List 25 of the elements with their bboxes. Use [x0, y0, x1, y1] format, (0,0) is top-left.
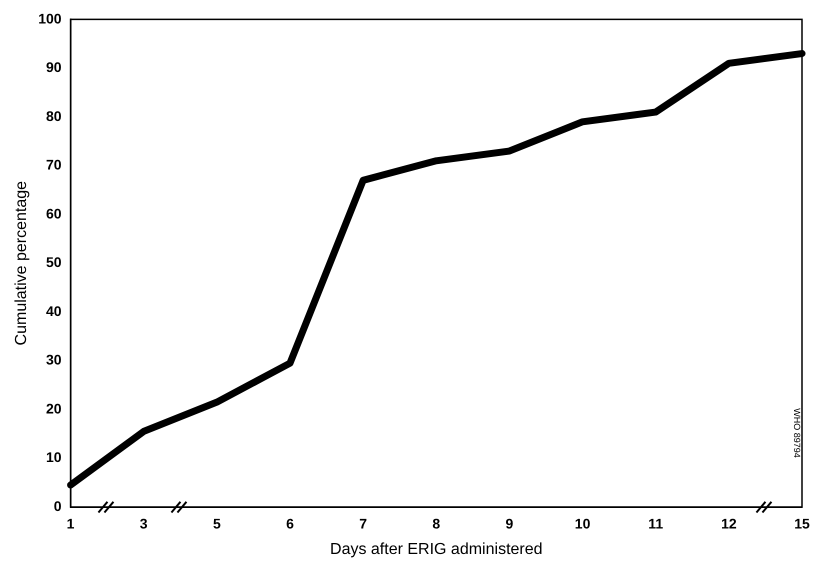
x-tick-label: 6: [286, 515, 294, 532]
x-axis-title: Days after ERIG administered: [330, 540, 543, 558]
y-tick-label: 100: [38, 10, 62, 26]
y-tick-label: 30: [46, 352, 62, 368]
y-tick-label: 60: [46, 205, 62, 222]
y-tick-label: 70: [46, 156, 62, 173]
x-tick-label: 7: [359, 515, 368, 532]
y-tick-label: 90: [46, 59, 62, 76]
x-tick-label: 3: [140, 515, 148, 532]
y-tick-label: 40: [46, 302, 62, 319]
y-tick-label: 0: [54, 498, 62, 514]
y-axis-title: Cumulative percentage: [13, 180, 30, 346]
y-tick-label: 10: [46, 449, 62, 466]
x-tick-label: 10: [574, 515, 591, 532]
x-tick-label: 11: [648, 515, 664, 532]
x-tick-label: 9: [506, 515, 514, 532]
x-tick-label: 1: [66, 515, 75, 532]
y-tick-label: 80: [46, 108, 62, 124]
x-tick-label: 12: [721, 515, 737, 532]
annotation: WHO 89794: [792, 408, 802, 458]
y-tick-label: 20: [46, 400, 62, 416]
x-tick-label: 8: [432, 515, 440, 532]
x-tick-label: 5: [212, 515, 221, 532]
y-tick-label: 50: [46, 254, 62, 270]
x-tick-label: 15: [794, 515, 810, 532]
